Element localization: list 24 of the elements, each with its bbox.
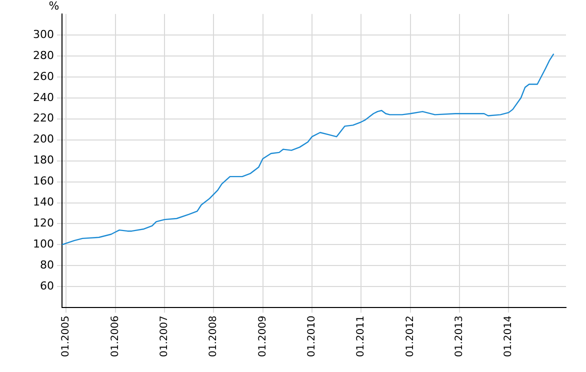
y-tick-label: 160 (32, 174, 54, 188)
y-tick-label: 280 (32, 48, 54, 62)
x-tick-label: 01.2012 (404, 316, 416, 358)
y-tick-label: 80 (40, 258, 54, 272)
y-tick-label: 240 (32, 90, 54, 104)
x-tick-label: 01.2013 (454, 316, 466, 358)
y-tick-label: 200 (32, 132, 54, 146)
x-tick-label: 01.2005 (60, 316, 72, 358)
x-tick-label: 01.2010 (306, 316, 318, 358)
x-tick-label: 01.2008 (208, 316, 220, 358)
y-tick-label: 180 (32, 154, 54, 167)
y-tick-label: 120 (32, 216, 54, 230)
y-tick-label: 260 (32, 70, 54, 83)
y-axis-title: % (48, 0, 60, 12)
x-tick-label: 01.2011 (356, 316, 367, 358)
y-tick-label: 220 (32, 112, 54, 125)
x-tick-label: 01.2007 (159, 316, 170, 358)
y-tick-label: 100 (32, 238, 54, 251)
y-tick-label: 140 (32, 196, 54, 209)
y-tick-label: 60 (40, 280, 54, 293)
y-tick-label: 300 (32, 28, 54, 41)
x-tick-label: 01.2014 (503, 316, 514, 358)
x-tick-label: 01.2006 (110, 316, 121, 358)
x-tick-label: 01.2009 (257, 316, 268, 358)
